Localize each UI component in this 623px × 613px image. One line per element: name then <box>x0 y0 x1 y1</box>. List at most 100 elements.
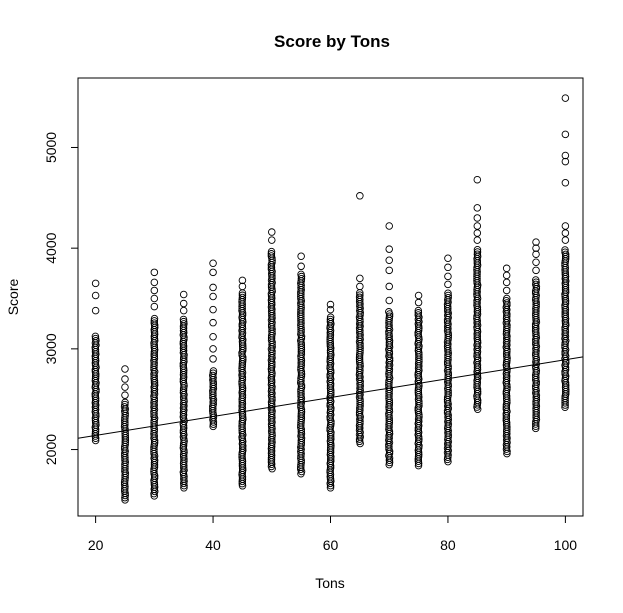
data-point <box>473 246 482 254</box>
data-point <box>355 293 364 302</box>
data-point <box>297 270 305 279</box>
data-point <box>502 278 511 287</box>
data-point <box>444 289 452 298</box>
x-axis: 20 40 60 80 100 <box>88 515 578 553</box>
data-point <box>209 305 217 314</box>
x-tick-label: 20 <box>88 537 104 553</box>
data-point <box>238 293 247 302</box>
data-point <box>561 248 569 256</box>
data-point <box>150 317 159 325</box>
data-point <box>561 157 570 166</box>
data-point <box>561 246 569 254</box>
data-point <box>532 250 540 258</box>
data-point <box>238 282 247 291</box>
data-point <box>503 294 511 303</box>
data-point <box>385 266 393 275</box>
data-point <box>121 391 129 399</box>
data-point <box>91 279 100 288</box>
x-tick-label: 100 <box>554 537 578 553</box>
data-point <box>356 291 364 299</box>
data-point <box>121 383 129 391</box>
data-point <box>209 283 217 292</box>
data-point <box>414 291 423 300</box>
data-point <box>385 308 393 316</box>
data-point <box>561 236 570 244</box>
data-point <box>473 248 482 256</box>
data-point <box>444 272 452 281</box>
data-point <box>356 192 364 200</box>
data-point <box>385 222 393 230</box>
data-point <box>561 130 570 139</box>
data-point <box>150 278 159 287</box>
y-tick-label: 4000 <box>43 232 59 263</box>
data-point <box>444 291 452 300</box>
data-point <box>238 291 247 300</box>
data-point <box>268 236 276 244</box>
data-point <box>209 318 217 327</box>
data-point <box>473 229 482 237</box>
y-tick-label: 5000 <box>43 132 59 163</box>
data-point <box>444 263 452 272</box>
data-point <box>532 258 540 267</box>
data-point <box>91 334 100 343</box>
data-point <box>179 306 188 315</box>
data-point <box>297 275 306 283</box>
data-point <box>414 311 422 319</box>
data-point <box>209 333 217 341</box>
data-point <box>326 305 335 314</box>
data-point <box>561 151 570 160</box>
data-point <box>209 345 217 353</box>
data-point <box>473 236 482 244</box>
data-point <box>150 302 159 311</box>
data-point <box>150 319 159 327</box>
y-tick-label: 3000 <box>43 333 59 364</box>
data-point <box>502 286 511 295</box>
data-point <box>385 312 394 320</box>
data-point <box>356 282 364 291</box>
data-points <box>91 94 570 504</box>
data-point <box>561 229 570 237</box>
data-point <box>267 247 276 256</box>
data-point <box>150 294 159 303</box>
regression-line <box>77 356 584 439</box>
data-point <box>91 306 100 315</box>
data-point <box>297 252 305 260</box>
data-point <box>532 266 540 275</box>
data-point <box>385 245 393 253</box>
data-point <box>297 262 305 271</box>
data-point <box>150 268 159 277</box>
chart-title: Score by Tons <box>274 32 390 51</box>
data-point <box>209 268 217 277</box>
data-point <box>326 317 335 326</box>
x-tick-label: 80 <box>440 537 456 553</box>
data-point <box>414 309 423 317</box>
data-point <box>561 222 570 230</box>
data-point <box>121 375 129 383</box>
data-point <box>267 252 276 260</box>
data-point <box>91 332 100 341</box>
data-point <box>179 290 188 299</box>
data-point <box>385 282 393 291</box>
data-point <box>179 315 188 324</box>
data-point <box>444 254 452 262</box>
data-point <box>121 398 129 407</box>
data-point <box>121 365 129 373</box>
data-point <box>356 274 364 283</box>
data-point <box>502 264 511 273</box>
data-point <box>326 300 335 309</box>
x-tick-label: 40 <box>205 537 221 553</box>
data-point <box>267 250 276 258</box>
data-point <box>444 293 452 302</box>
data-point <box>473 250 482 258</box>
data-point <box>121 400 129 409</box>
data-point <box>209 355 217 363</box>
data-point <box>473 175 482 184</box>
data-point <box>326 315 335 324</box>
y-axis: 2000 3000 4000 5000 <box>43 132 78 465</box>
data-point <box>209 367 218 375</box>
data-point <box>91 291 100 300</box>
y-tick-label: 2000 <box>43 434 59 465</box>
data-point <box>179 299 188 308</box>
data-point <box>238 276 247 285</box>
